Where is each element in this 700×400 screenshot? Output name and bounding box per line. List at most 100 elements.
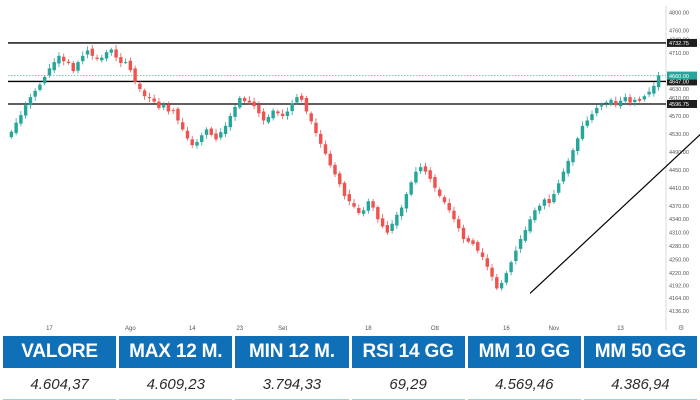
candle-body (219, 132, 223, 138)
candle-body (476, 242, 480, 251)
candle-body (571, 150, 575, 163)
candle-body (247, 100, 252, 103)
candle-body (133, 68, 137, 82)
candle-body (238, 98, 242, 108)
x-tick-label: Ago (125, 326, 136, 332)
price-level-label: 4647.00 (669, 80, 689, 86)
candle-body (109, 49, 114, 53)
candle-body (576, 138, 580, 152)
candle-body (90, 48, 94, 56)
candle-body (33, 90, 37, 97)
candle-body (71, 63, 75, 72)
candle-body (371, 201, 375, 208)
candle-body (542, 199, 547, 206)
candle-body (38, 84, 42, 90)
candle-body (590, 114, 594, 121)
y-tick-label: 4570.00 (669, 114, 689, 120)
candle-body (428, 170, 432, 179)
y-tick-label: 4450.00 (669, 168, 689, 174)
candle-body (261, 111, 266, 121)
candle-body (276, 111, 280, 114)
x-tick-label: 13 (617, 326, 624, 332)
candle-body (509, 262, 513, 273)
candle-body (338, 173, 342, 185)
y-tick-label: 4760.00 (669, 29, 689, 35)
candle-body (547, 199, 551, 204)
candle-body (390, 223, 394, 231)
x-tick-label: 14 (189, 326, 196, 332)
candle-body (295, 97, 299, 103)
candle-body (157, 101, 161, 108)
candle-body (523, 230, 528, 241)
candle-body (457, 219, 461, 229)
candle-body (180, 122, 185, 130)
candle-body (9, 131, 14, 138)
y-tick-label: 4710.00 (669, 51, 689, 57)
candle-body (537, 205, 542, 211)
x-tick-label: Set (278, 326, 287, 332)
settings-icon: ⚙ (678, 324, 684, 332)
candle-body (209, 128, 213, 135)
candle-body (352, 203, 356, 207)
candle-body (585, 120, 589, 126)
y-tick-label: 4800.00 (669, 11, 689, 17)
y-tick-label: 4220.00 (669, 271, 689, 277)
candle-body (95, 57, 99, 59)
candle-body (642, 96, 647, 100)
candle-body (271, 110, 275, 119)
candle-body (204, 129, 209, 135)
candle-body (147, 97, 152, 99)
candle-body (128, 60, 133, 71)
stats-table: VALORE MAX 12 M. MIN 12 M. RSI 14 GG MM … (3, 336, 698, 400)
candle-body (423, 166, 428, 172)
candle-body (42, 76, 47, 84)
candle-body (176, 108, 180, 121)
candle-body (142, 90, 147, 97)
candle-body (614, 101, 618, 106)
candle-body (495, 277, 499, 289)
current-price-label: 4660.00 (669, 74, 689, 80)
candle-body (299, 95, 304, 100)
candle-body (480, 252, 485, 257)
candle-body (404, 194, 409, 209)
candle-body (552, 194, 556, 203)
y-tick-label: 4340.00 (669, 217, 689, 223)
candle-body (533, 210, 537, 221)
candle-body (114, 49, 118, 58)
candle-body (314, 122, 318, 134)
y-tick-label: 4310.00 (669, 231, 689, 237)
candle-body (652, 85, 656, 94)
y-tick-label: 4164.00 (669, 296, 689, 302)
x-tick-label: 18 (365, 326, 372, 332)
candle-body (361, 210, 366, 214)
price-level-tag (667, 77, 697, 86)
stat-value-min-12m: 3.794,33 (235, 370, 349, 400)
x-tick-label: Nov (549, 326, 560, 332)
candle-body (380, 218, 385, 227)
candle-body (233, 107, 237, 117)
candle-body (190, 139, 194, 146)
candle-body (223, 125, 228, 134)
y-tick-label: 4530.00 (669, 132, 689, 138)
candle-body (466, 238, 470, 242)
candle-body (399, 207, 404, 217)
candle-body (385, 225, 390, 233)
stat-value-mm-10gg: 4.569,46 (467, 370, 581, 400)
candle-body (437, 189, 442, 196)
candle-body (618, 100, 623, 107)
stat-value-max-12m: 4.609,23 (119, 370, 233, 400)
candle-body (242, 98, 247, 102)
candle-body (580, 125, 585, 139)
candle-body (633, 99, 637, 103)
current-price-tag (667, 71, 697, 80)
candle-body (566, 160, 570, 174)
stats-header-row: VALORE MAX 12 M. MIN 12 M. RSI 14 GG MM … (3, 336, 698, 368)
candle-body (328, 153, 332, 166)
candle-body (85, 50, 90, 55)
candle-body (518, 238, 523, 249)
candle-body (414, 171, 418, 183)
candle-body (319, 133, 323, 144)
stat-value-valore: 4.604,37 (3, 370, 117, 400)
candle-body (447, 203, 451, 211)
candle-body (152, 98, 156, 102)
